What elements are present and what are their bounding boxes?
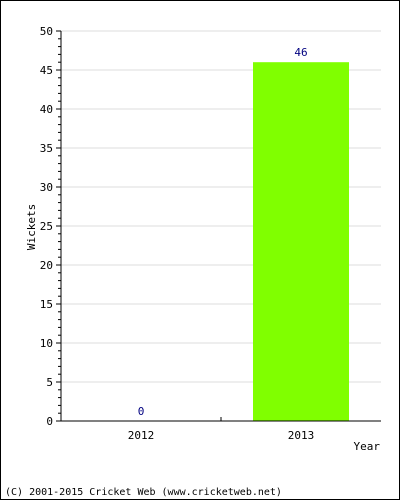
y-tick-label: 25 (40, 220, 53, 233)
y-tick-label: 35 (40, 142, 53, 155)
y-tick-label: 5 (46, 376, 53, 389)
bars (253, 62, 349, 421)
y-tick-labels: 0 5 10 15 20 25 30 35 40 45 50 (40, 25, 53, 428)
y-tick-label: 20 (40, 259, 53, 272)
y-tick-label: 40 (40, 103, 53, 116)
bar-value-label: 46 (294, 46, 307, 59)
y-tick-label: 10 (40, 337, 53, 350)
x-tick-label: 2012 (128, 429, 155, 442)
x-tick-labels: 2012 2013 (128, 429, 315, 442)
bar (253, 62, 349, 421)
y-tick-label: 45 (40, 64, 53, 77)
y-tick-label: 15 (40, 298, 53, 311)
copyright-footer: (C) 2001-2015 Cricket Web (www.cricketwe… (5, 487, 282, 498)
y-axis-label: Wickets (25, 204, 38, 250)
y-tick-label: 50 (40, 25, 53, 38)
x-tick-label: 2013 (288, 429, 315, 442)
axes (56, 30, 381, 422)
y-tick-label: 30 (40, 181, 53, 194)
gridlines (61, 30, 381, 383)
x-axis-label: Year (354, 440, 381, 453)
bar-value-label: 0 (138, 405, 145, 418)
data-labels: 0 46 (138, 46, 308, 418)
y-tick-label: 0 (46, 415, 53, 428)
